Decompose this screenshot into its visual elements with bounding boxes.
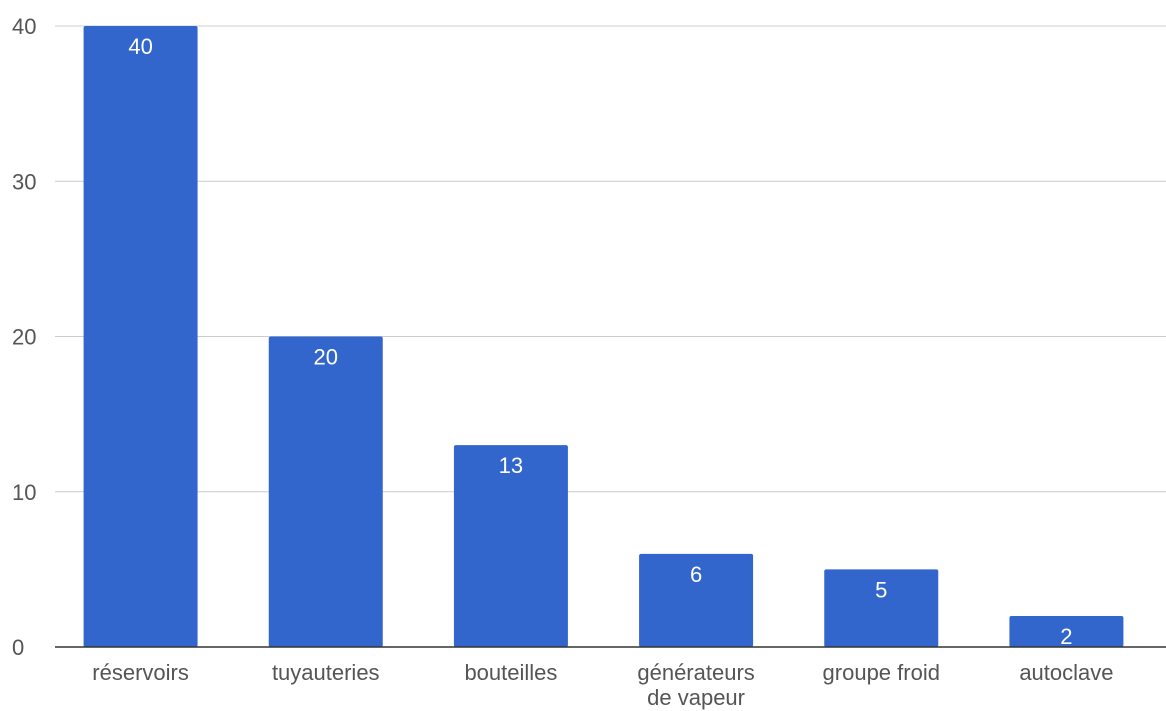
x-tick-label: réservoirs: [92, 660, 189, 685]
bars: 40 20 13 6 5 2: [83, 26, 1124, 649]
data-label: 13: [499, 453, 523, 478]
x-tick-label: générateurs: [637, 660, 754, 685]
bar: [1009, 615, 1124, 647]
data-label: 6: [690, 562, 702, 587]
data-label: 20: [314, 345, 338, 370]
data-label: 2: [1060, 624, 1072, 649]
bar: [83, 26, 198, 647]
bar: [453, 445, 568, 647]
y-tick-label: 30: [12, 169, 36, 194]
x-tick-label: de vapeur: [647, 685, 745, 710]
x-tick-label: bouteilles: [464, 660, 557, 685]
y-axis: 0 10 20 30 40: [12, 14, 36, 660]
gridlines: [55, 25, 1166, 493]
x-axis: réservoirs tuyauteries bouteilles générateu…: [55, 646, 1166, 710]
y-tick-label: 10: [12, 480, 36, 505]
y-tick-label: 20: [12, 325, 36, 350]
bar: [268, 336, 383, 647]
x-tick-label: groupe froid: [823, 660, 940, 685]
data-label: 40: [128, 34, 152, 59]
x-tick-label: autoclave: [1019, 660, 1113, 685]
y-tick-label: 0: [12, 635, 24, 660]
y-tick-label: 40: [12, 14, 36, 39]
bar: [824, 569, 939, 647]
data-label: 5: [875, 577, 887, 602]
x-tick-label: tuyauteries: [272, 660, 380, 685]
bar: [639, 553, 754, 647]
